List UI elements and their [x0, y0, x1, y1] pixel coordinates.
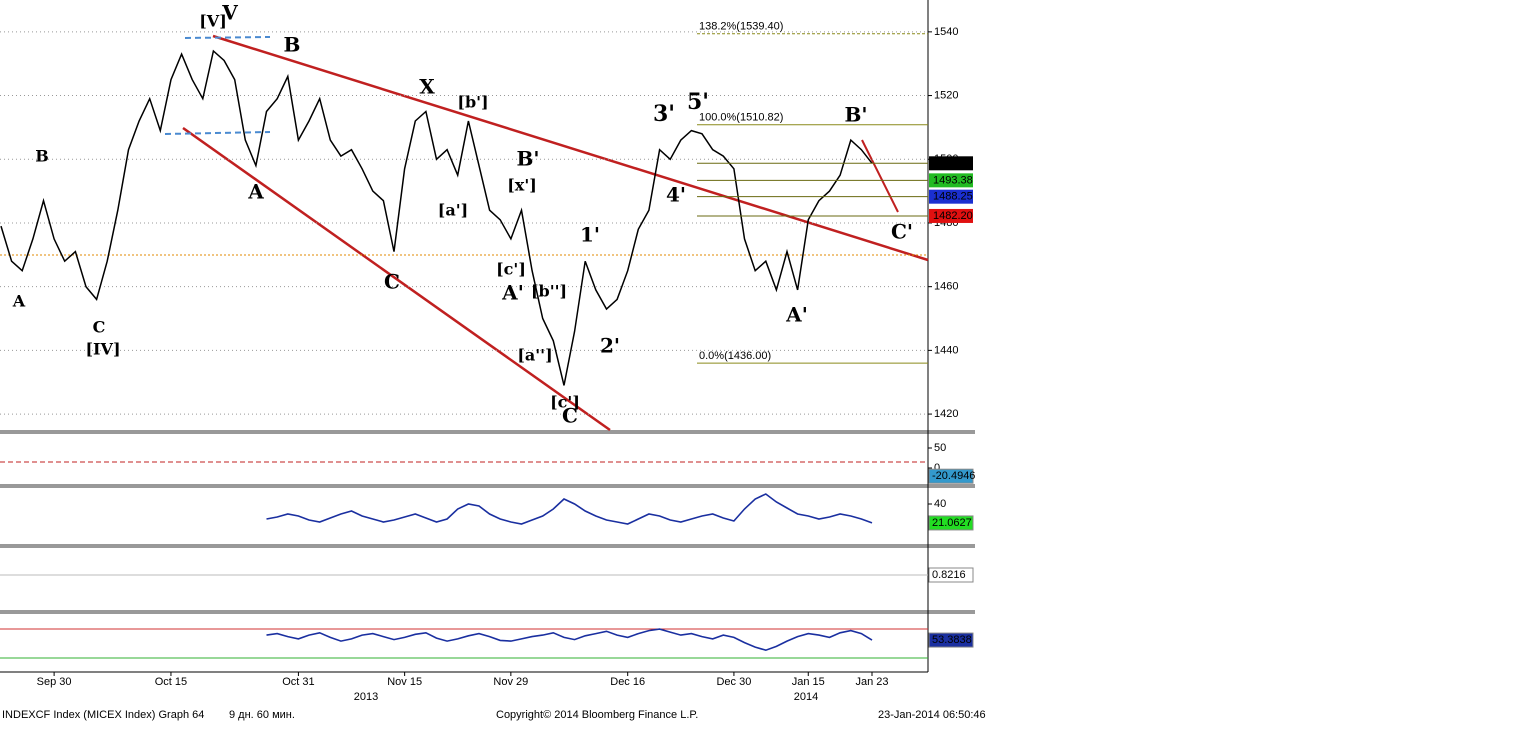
y-tick-label: 1420 [934, 408, 958, 420]
price-tag [929, 173, 973, 188]
fib-label: 100.0%(1510.82) [699, 112, 783, 124]
wave-label: A [247, 180, 264, 204]
price-tag [929, 156, 973, 171]
trend-line [861, 139, 899, 213]
value-tag [928, 468, 974, 484]
wave-label: V [221, 1, 238, 25]
separator [0, 430, 975, 434]
fib-label: 0.0%(1436.00) [699, 350, 771, 362]
wave-label: 2' [600, 334, 620, 358]
x-tick-label: Nov 29 [493, 676, 528, 688]
x-tick-label: Oct 15 [155, 676, 187, 688]
year-label: 2014 [794, 691, 818, 703]
y-tick-label: 1460 [934, 281, 958, 293]
price-tag [929, 189, 973, 204]
wave-label: B' [844, 103, 867, 127]
value-tag [928, 567, 974, 583]
separator [0, 484, 975, 488]
wave-label: C [384, 270, 400, 294]
wave-label: B [284, 33, 301, 57]
trend-line [182, 126, 611, 432]
wave-label: C [93, 318, 106, 337]
value-tag-label: 21.0627 [932, 517, 972, 529]
wave-label: [V] [199, 12, 227, 31]
year-label: 2013 [354, 691, 378, 703]
footer-copyright: Copyright© 2014 Bloomberg Finance L.P. [496, 709, 698, 721]
y-tick-label: 1520 [934, 89, 958, 101]
indicator-line [266, 493, 873, 525]
price-tag-label: 1493.38 [933, 174, 973, 186]
value-tag [928, 632, 974, 648]
trend-line [184, 36, 271, 39]
wave-label: 4' [666, 183, 686, 207]
wave-label: 5' [687, 89, 709, 115]
trend-line [164, 131, 271, 135]
fib-label: 138.2%(1539.40) [699, 21, 783, 33]
x-tick-label: Sep 30 [37, 676, 72, 688]
wave-label: [a'] [438, 201, 468, 220]
x-tick-label: Dec 16 [610, 676, 645, 688]
wave-label: [c'] [496, 260, 526, 279]
x-tick-label: Jan 15 [792, 676, 825, 688]
price-tag [929, 208, 973, 223]
wave-label: A' [785, 303, 808, 327]
y-tick-label: 50 [934, 442, 946, 454]
wave-label: [IV] [85, 340, 120, 359]
wave-label: [b'] [457, 93, 488, 112]
footer-period: 9 дн. 60 мин. [229, 709, 295, 721]
x-tick-label: Jan 23 [855, 676, 888, 688]
wave-label: X [419, 75, 435, 99]
x-tick-label: Oct 31 [282, 676, 314, 688]
value-tag-label: 0.8216 [932, 569, 966, 581]
x-tick-label: Dec 30 [716, 676, 751, 688]
y-tick-label: 0 [934, 462, 940, 474]
value-tag-label: -20.4946 [932, 470, 975, 482]
footer-timestamp: 23-Jan-2014 06:50:46 [878, 709, 986, 721]
wave-label: 1' [580, 223, 600, 247]
wave-label: 3' [653, 101, 675, 127]
wave-label: [a''] [517, 346, 552, 365]
value-tag [928, 515, 974, 531]
y-tick-label: 1540 [934, 26, 958, 38]
wave-label: A [12, 292, 26, 311]
wave-label: C' [891, 220, 913, 244]
wave-label: [c'] [550, 393, 580, 412]
wave-label: [x'] [507, 176, 537, 195]
wave-label: A' [501, 281, 524, 305]
x-tick-label: Nov 15 [387, 676, 422, 688]
y-tick-label: 1440 [934, 344, 958, 356]
wave-label: C [562, 404, 578, 428]
y-tick-label: 40 [934, 498, 946, 510]
value-tag-label: 53.3838 [932, 634, 972, 646]
separator [0, 610, 975, 614]
wave-label: [b''] [531, 282, 567, 301]
indicator-line [266, 628, 873, 652]
wave-label: B [35, 147, 49, 166]
footer-source: INDEXCF Index (MICEX Index) Graph 64 [2, 709, 204, 721]
wave-label: B' [516, 147, 539, 171]
price-line [0, 49, 873, 386]
separator [0, 544, 975, 548]
price-tag-label: 1498.73 [933, 157, 973, 169]
price-tag-label: 1482.20 [933, 210, 973, 222]
price-tag-label: 1488.25 [933, 191, 973, 203]
